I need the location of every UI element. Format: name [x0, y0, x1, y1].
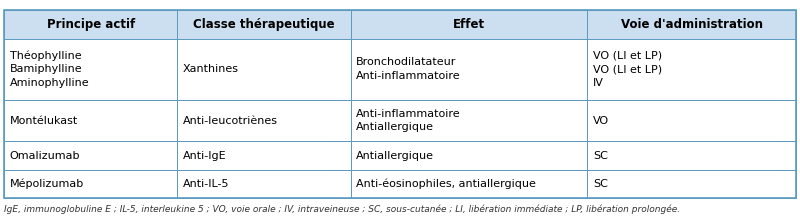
Bar	[4, 10, 796, 198]
Text: Anti-inflammatoire
Antiallergique: Anti-inflammatoire Antiallergique	[356, 109, 461, 132]
Bar	[350, 100, 587, 141]
Text: Montélukast: Montélukast	[10, 116, 78, 125]
Text: Classe thérapeutique: Classe thérapeutique	[193, 18, 334, 31]
Bar	[587, 141, 796, 170]
Bar	[4, 39, 178, 100]
Bar	[350, 39, 587, 100]
Bar	[587, 39, 796, 100]
Text: IgE, immunoglobuline E ; IL-5, interleukine 5 ; VO, voie orale ; IV, intraveineu: IgE, immunoglobuline E ; IL-5, interleuk…	[4, 204, 680, 214]
Text: Anti-IL-5: Anti-IL-5	[183, 179, 230, 189]
Bar	[350, 141, 587, 170]
Bar	[178, 10, 350, 39]
Bar	[178, 170, 350, 198]
Text: Antiallergique: Antiallergique	[356, 151, 434, 161]
Text: Bronchodilatateur
Anti-inflammatoire: Bronchodilatateur Anti-inflammatoire	[356, 57, 461, 81]
Bar	[178, 39, 350, 100]
Text: Anti-IgE: Anti-IgE	[183, 151, 226, 161]
Text: Voie d'administration: Voie d'administration	[621, 18, 762, 31]
Text: Xanthines: Xanthines	[183, 64, 239, 74]
Bar	[587, 170, 796, 198]
Text: Principe actif: Principe actif	[46, 18, 134, 31]
Bar	[4, 10, 178, 39]
Text: Anti-leucotriènes: Anti-leucotriènes	[183, 116, 278, 125]
Text: Effet: Effet	[453, 18, 485, 31]
Bar	[178, 141, 350, 170]
Bar	[4, 100, 178, 141]
Bar	[4, 170, 178, 198]
Text: SC: SC	[593, 179, 608, 189]
Text: Anti-éosinophiles, antiallergique: Anti-éosinophiles, antiallergique	[356, 179, 536, 189]
Bar	[587, 10, 796, 39]
Text: Mépolizumab: Mépolizumab	[10, 179, 84, 189]
Bar	[350, 170, 587, 198]
Bar	[4, 141, 178, 170]
Text: VO (LI et LP)
VO (LI et LP)
IV: VO (LI et LP) VO (LI et LP) IV	[593, 51, 662, 88]
Text: Théophylline
Bamiphylline
Aminophylline: Théophylline Bamiphylline Aminophylline	[10, 50, 90, 88]
Bar	[178, 100, 350, 141]
Text: Omalizumab: Omalizumab	[10, 151, 80, 161]
Bar	[587, 100, 796, 141]
Text: VO: VO	[593, 116, 609, 125]
Text: SC: SC	[593, 151, 608, 161]
Bar	[350, 10, 587, 39]
